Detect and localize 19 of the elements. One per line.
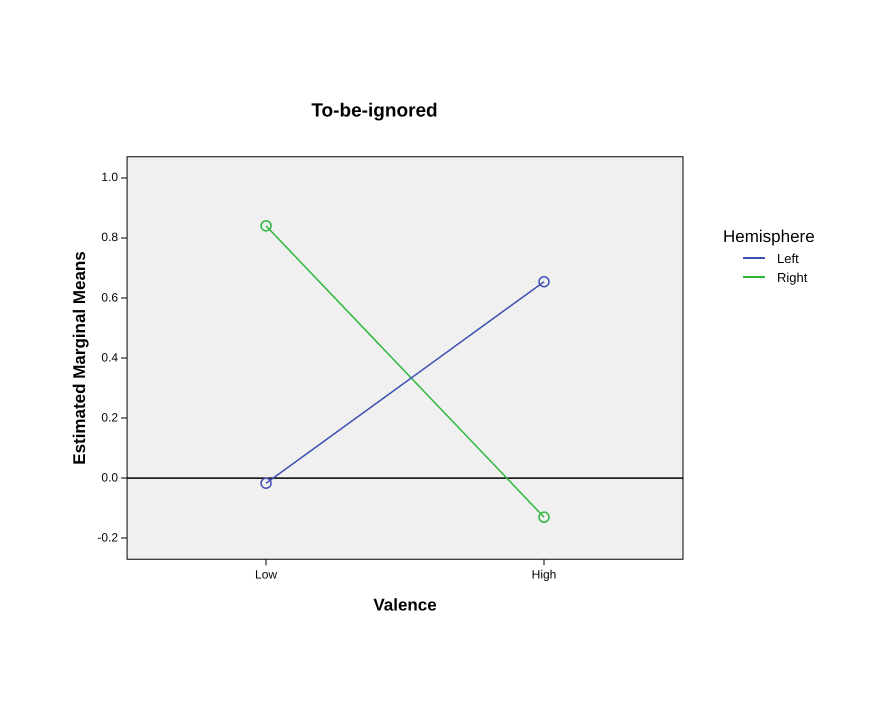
point — [260, 220, 272, 232]
point — [538, 511, 550, 523]
y-axis-title: Estimated Marginal Means — [70, 251, 89, 465]
x-tick-label: Low — [255, 568, 278, 582]
y-tick-label: 0.0 — [101, 470, 118, 484]
x-tick-label: High — [532, 568, 556, 582]
legend-title: Hemisphere — [723, 226, 815, 247]
x-axis-title: Valence — [373, 595, 437, 614]
y-tick-label: 0.4 — [101, 350, 118, 364]
point — [260, 477, 272, 489]
legend-label: Right — [777, 270, 808, 285]
point — [538, 276, 550, 288]
y-tick-label: 1.0 — [101, 170, 118, 184]
y-tick-label: 0.2 — [101, 410, 118, 424]
legend-label: Left — [777, 250, 799, 266]
chart-title: To-be-ignored — [311, 100, 438, 122]
y-tick-label: 0.6 — [101, 290, 118, 304]
y-tick-label: 0.8 — [101, 230, 118, 244]
y-tick-label: -0.2 — [97, 530, 118, 544]
